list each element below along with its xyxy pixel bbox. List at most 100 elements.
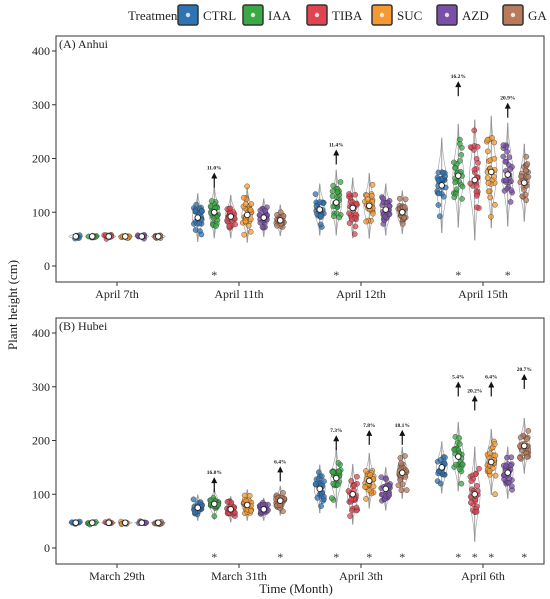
annotation: 6.4% [485, 374, 497, 397]
data-point [492, 201, 498, 208]
data-point [363, 218, 370, 225]
legend-key-dot [444, 12, 450, 18]
data-point [459, 461, 466, 468]
data-point [522, 191, 529, 198]
data-point [318, 503, 324, 509]
significance-star: * [455, 550, 461, 564]
annotation-label: 18.1% [395, 423, 410, 429]
data-point [468, 478, 475, 484]
data-point [492, 472, 499, 479]
series-group [378, 467, 393, 511]
median-marker [521, 179, 528, 186]
series-group [484, 429, 499, 498]
y-axis-title: Plant height (cm) [5, 260, 20, 350]
series-group [240, 489, 255, 521]
data-point [351, 482, 358, 489]
data-point [458, 152, 465, 158]
series-group [68, 232, 84, 242]
annotation-arrowhead [488, 381, 495, 388]
data-point [370, 210, 376, 217]
y-tick-label: 200 [32, 152, 50, 166]
series-group [500, 122, 515, 227]
median-marker [72, 233, 79, 240]
median-marker [243, 501, 251, 509]
median-marker [138, 519, 145, 526]
median-marker [471, 491, 479, 498]
data-point [484, 175, 491, 181]
annotation-label: 20.7% [517, 367, 532, 373]
annotation: 7.3% [330, 428, 342, 451]
series-group [239, 183, 255, 243]
data-point [524, 161, 531, 167]
annotation: 16.2% [451, 74, 466, 97]
median-marker [349, 204, 357, 212]
data-point [321, 478, 327, 485]
data-point [242, 218, 249, 225]
data-point [244, 183, 250, 190]
legend-label: SUC [397, 8, 422, 23]
data-point [347, 513, 353, 519]
y-tick-label: 300 [32, 98, 50, 112]
data-point [386, 492, 392, 499]
annotation: 20.7% [517, 367, 532, 389]
data-point [507, 199, 514, 205]
data-point [367, 472, 373, 478]
data-point [380, 195, 386, 202]
series-group [312, 464, 327, 514]
data-point [435, 177, 442, 184]
panel: (A) Anhui 0 100 200 300 400 April 7th April 11t… [32, 35, 545, 301]
legend-key-dot [379, 12, 385, 18]
median-marker [105, 519, 112, 526]
data-point [354, 473, 360, 480]
data-point [349, 216, 355, 223]
significance-star: * [211, 268, 217, 282]
data-point [349, 507, 355, 514]
median-marker [227, 506, 234, 513]
data-point [484, 136, 491, 143]
series-group [256, 198, 271, 237]
median-marker [399, 208, 406, 216]
series-group [467, 119, 482, 241]
series-group [451, 123, 466, 228]
series-group [117, 232, 133, 241]
series-group [395, 190, 409, 235]
data-point [451, 159, 457, 166]
median-marker [88, 519, 96, 526]
legend-title: Treatment [128, 8, 181, 23]
median-marker [316, 485, 324, 493]
data-point [456, 158, 463, 164]
data-point [491, 155, 498, 162]
data-point [467, 180, 474, 187]
median-marker [488, 168, 495, 176]
data-point [328, 495, 335, 501]
median-marker [455, 172, 462, 179]
data-point [451, 447, 458, 453]
series-group [101, 518, 117, 527]
x-tick-label: April 11th [214, 287, 263, 301]
y-tick-label: 0 [44, 541, 50, 555]
data-point [487, 450, 493, 457]
data-point [525, 428, 532, 434]
annotation: 11.4% [329, 142, 344, 165]
series-group [134, 518, 150, 527]
data-point [317, 212, 324, 219]
data-point [437, 457, 444, 463]
median-marker [227, 213, 234, 220]
data-point [456, 441, 463, 447]
series-group [117, 518, 133, 527]
data-point [457, 141, 463, 147]
y-tick-label: 400 [32, 44, 50, 58]
y-tick-label: 100 [32, 205, 50, 219]
panel-title: (A) Anhui [59, 37, 109, 51]
data-point [329, 193, 336, 199]
data-point [364, 196, 371, 202]
data-point [453, 461, 459, 468]
significance-star: * [505, 268, 511, 282]
legend-label: GA [528, 8, 547, 23]
data-point [435, 190, 442, 197]
annotation-arrowhead [455, 381, 462, 388]
series-group [224, 194, 238, 239]
annotation-label: 5.4% [452, 374, 464, 380]
series-group [84, 232, 100, 241]
y-tick-label: 100 [32, 487, 50, 501]
